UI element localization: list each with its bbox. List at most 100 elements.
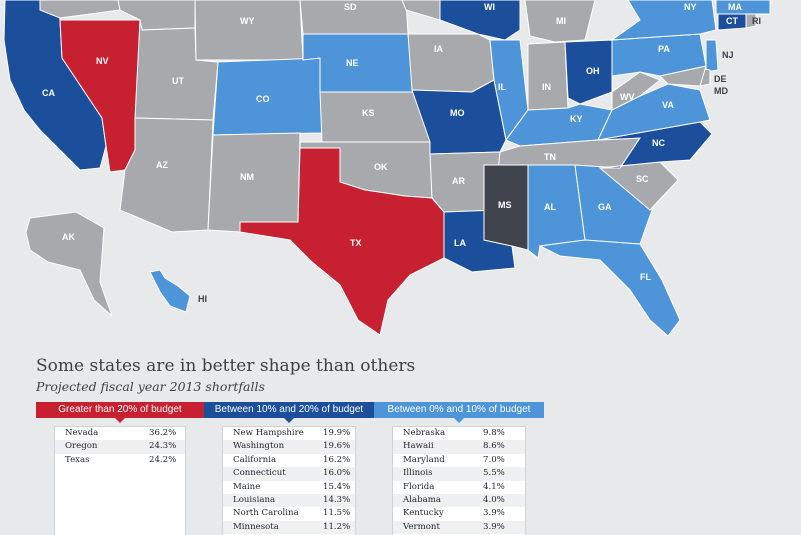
- legend-arrow-icon: [284, 418, 294, 423]
- svg-text:PA: PA: [658, 44, 670, 54]
- state-OR: [39, 0, 121, 19]
- svg-text:AL: AL: [544, 202, 556, 212]
- legend-list-10-20: New Hampshire 19.9% Washington 19.6% Calif…: [222, 426, 356, 535]
- state-value: 7.0%: [483, 454, 505, 465]
- state-value: 9.8%: [483, 428, 505, 438]
- state-KS: [319, 91, 431, 143]
- svg-text:MD: MD: [714, 86, 728, 96]
- state-name: Maine: [233, 481, 261, 492]
- us-states-map: NV CA WY SD UT CO NE IA WI MI IL IN OH P…: [3, 0, 771, 337]
- shortfall-legend: Greater than 20% of budget Nevada 36.2% O…: [36, 402, 544, 535]
- legend-header-label: Between 10% and 20% of budget: [214, 404, 364, 415]
- svg-text:AR: AR: [452, 176, 465, 186]
- svg-text:CT: CT: [726, 16, 738, 26]
- svg-text:HI: HI: [198, 294, 207, 304]
- legend-header-0-10: Between 0% and 10% of budget: [374, 402, 544, 423]
- svg-text:KS: KS: [362, 108, 375, 118]
- svg-text:RI: RI: [752, 16, 761, 26]
- state-name: Maryland: [403, 454, 445, 465]
- state-NY: [610, 0, 717, 41]
- svg-text:IN: IN: [542, 82, 551, 92]
- legend-arrow-icon: [454, 418, 464, 423]
- list-item: Nebraska 9.8%: [393, 427, 525, 440]
- svg-text:CA: CA: [42, 88, 55, 98]
- state-value: 8.6%: [483, 441, 505, 452]
- legend-header-label: Greater than 20% of budget: [58, 404, 182, 415]
- state-value: 16.2%: [323, 454, 351, 465]
- state-value: 4.1%: [483, 481, 505, 492]
- svg-text:NC: NC: [652, 138, 665, 148]
- svg-text:DE: DE: [714, 74, 727, 84]
- state-name: Minnesota: [233, 521, 279, 532]
- state-MA: [715, 0, 771, 15]
- svg-text:UT: UT: [172, 76, 184, 86]
- list-item: Vermont 3.9%: [393, 520, 525, 535]
- chart-title: Some states are in better shape than oth…: [36, 356, 416, 376]
- state-NM: [207, 132, 301, 233]
- state-MD: [658, 65, 707, 87]
- state-name: Kentucky: [403, 508, 444, 519]
- list-item: Connecticut 16.0%: [223, 467, 355, 481]
- svg-text:KY: KY: [570, 114, 583, 124]
- svg-text:WI: WI: [484, 2, 495, 12]
- state-name: Oregon: [65, 441, 98, 452]
- list-item: Florida 4.1%: [393, 481, 525, 494]
- legend-header-10-20: Between 10% and 20% of budget: [204, 402, 374, 423]
- state-name: New Hampshire: [233, 428, 304, 438]
- svg-text:NY: NY: [684, 2, 697, 12]
- list-item: Oregon 24.3%: [55, 440, 185, 454]
- state-name: North Carolina: [233, 508, 299, 519]
- state-name: Illinois: [403, 468, 433, 479]
- list-item: New Hampshire 19.9%: [223, 427, 355, 440]
- state-name: Nebraska: [403, 428, 446, 438]
- state-name: Nevada: [65, 428, 99, 438]
- state-value: 3.9%: [483, 508, 505, 519]
- state-HI: [149, 269, 191, 313]
- legend-list-over-20: Nevada 36.2% Oregon 24.3% Texas 24.2%: [54, 426, 186, 535]
- svg-text:NJ: NJ: [722, 50, 734, 60]
- state-name: Vermont: [403, 521, 440, 532]
- svg-text:AZ: AZ: [156, 160, 168, 170]
- state-name: Washington: [233, 441, 285, 452]
- svg-text:MO: MO: [450, 108, 465, 118]
- state-name: Connecticut: [233, 468, 286, 479]
- list-item: Minnesota 11.2%: [223, 520, 355, 535]
- svg-text:SC: SC: [636, 174, 649, 184]
- svg-text:SD: SD: [344, 2, 357, 12]
- state-value: 5.5%: [483, 468, 505, 479]
- legend-arrow-icon: [115, 418, 125, 423]
- state-VA: [597, 83, 711, 141]
- svg-text:AK: AK: [62, 232, 75, 242]
- svg-text:OK: OK: [374, 162, 388, 172]
- state-value: 24.2%: [149, 454, 177, 465]
- legend-group-0-10: Between 0% and 10% of budget Nebraska 9.8…: [374, 402, 544, 535]
- list-item: Washington 19.6%: [223, 440, 355, 454]
- state-name: Texas: [65, 454, 90, 465]
- list-item: Louisiana 14.3%: [223, 493, 355, 508]
- state-value: 19.9%: [323, 428, 351, 438]
- state-NJ: [705, 39, 719, 73]
- list-item: Nevada 36.2%: [55, 427, 185, 440]
- list-item: California 16.2%: [223, 454, 355, 467]
- state-name: Hawaii: [403, 441, 434, 452]
- list-item: Maine 15.4%: [223, 481, 355, 494]
- state-value: 4.0%: [483, 494, 505, 505]
- svg-text:FL: FL: [640, 272, 651, 282]
- list-item: Texas 24.2%: [55, 454, 185, 467]
- state-value: 11.5%: [323, 508, 351, 519]
- svg-text:WY: WY: [240, 16, 255, 26]
- svg-text:OH: OH: [586, 66, 600, 76]
- svg-text:MS: MS: [498, 200, 512, 210]
- svg-text:TX: TX: [350, 238, 362, 248]
- state-AZ: [119, 117, 214, 233]
- svg-text:TN: TN: [544, 152, 556, 162]
- state-MN: [401, 0, 441, 21]
- svg-text:MI: MI: [556, 16, 566, 26]
- state-WY: [194, 0, 304, 61]
- legend-header-over-20: Greater than 20% of budget: [36, 402, 204, 423]
- chart-subtitle: Projected fiscal year 2013 shortfalls: [36, 379, 265, 394]
- state-AK: [25, 211, 113, 317]
- svg-text:NV: NV: [96, 56, 109, 66]
- list-item: Alabama 4.0%: [393, 493, 525, 508]
- state-value: 16.0%: [323, 468, 351, 479]
